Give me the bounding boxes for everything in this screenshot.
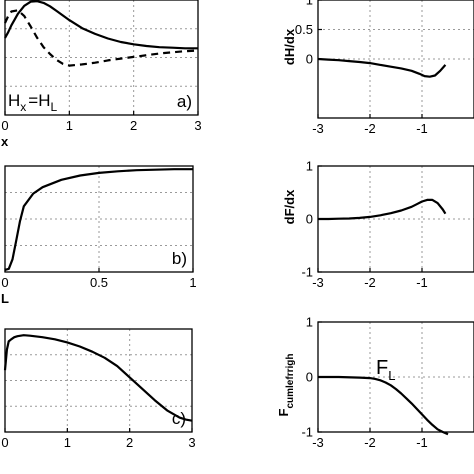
y-tick-label: 0.5	[295, 22, 313, 37]
panel-d: -3 -2 -1 0 0.5 1 dH/dx	[282, 0, 474, 136]
x-axis-label: L	[1, 291, 9, 306]
panel-e: -3 -2 -1 -1 0 1 dF/dx	[282, 159, 474, 290]
annotation-part: H	[38, 91, 50, 110]
axes-box	[4, 0, 199, 116]
panel-label: c)	[172, 409, 186, 428]
x-tick-label: 2	[130, 118, 137, 133]
x-tick-label: 3	[188, 435, 195, 450]
y-tick-label: 1	[306, 0, 313, 8]
x-tick-label: 2	[126, 435, 133, 450]
annotation-part: =	[28, 91, 38, 110]
series-solid-line	[318, 198, 447, 221]
series-dashed-line	[4, 9, 199, 67]
y-tick-label: 0	[306, 370, 313, 385]
x-tick-label: -2	[364, 121, 376, 136]
x-tick-label: 0	[1, 435, 8, 450]
curve-annotation: Hx =HL	[8, 91, 58, 114]
x-tick-label: -3	[312, 275, 324, 290]
annotation-part: x	[20, 100, 26, 114]
x-tick-label: -1	[416, 435, 428, 450]
y-tick-label: -1	[301, 425, 313, 440]
x-tick-label: -1	[416, 275, 428, 290]
y-axis-label: Fcumlefrrigh	[276, 354, 296, 417]
series-solid-line	[4, 168, 193, 271]
series-solid-line	[317, 57, 447, 78]
x-tick-label: 1	[64, 435, 71, 450]
y-tick-label: -1	[301, 265, 313, 280]
annotation-part: H	[8, 91, 20, 110]
x-tick-label: 0	[1, 275, 8, 290]
series-solid-line	[318, 375, 449, 436]
x-tick-label: -3	[312, 435, 324, 450]
y-tick-label: 0	[306, 52, 313, 67]
x-tick-label: 1	[66, 118, 73, 133]
x-tick-label: -1	[416, 121, 428, 136]
panel-a: 0 1 2 3a)xHx =HL	[1, 0, 202, 149]
series-solid-line	[3, 334, 193, 422]
x-tick-label: -2	[364, 275, 376, 290]
y-axis-label-sub: cumlefrrigh	[285, 354, 296, 409]
y-tick-label: 1	[306, 315, 313, 330]
series-solid-line	[4, 0, 198, 50]
panel-b: 0 0.5 1b) L	[1, 165, 197, 306]
x-tick-label: 0	[1, 118, 8, 133]
annotation-sub: L	[388, 368, 395, 383]
panel-label: b)	[172, 249, 187, 268]
x-tick-label: 1	[189, 275, 196, 290]
annotation-part: L	[51, 100, 58, 114]
x-tick-label: 3	[194, 118, 201, 133]
y-axis-label: dH/dx	[282, 28, 297, 65]
y-tick-label: 1	[306, 159, 313, 174]
x-axis-label: x	[1, 134, 9, 149]
y-axis-label: dF/dx	[282, 189, 297, 224]
panel-c: 0 1 2 3c)	[1, 328, 196, 450]
y-axis-label-main: F	[276, 408, 291, 416]
axes-box	[4, 328, 193, 433]
panel-label: a)	[177, 92, 192, 111]
annotation-main: F	[376, 357, 388, 379]
curve-annotation: FL	[376, 357, 395, 383]
x-tick-label: 0.5	[90, 275, 108, 290]
x-tick-label: -3	[312, 121, 324, 136]
x-tick-label: -2	[364, 435, 376, 450]
y-tick-label: 0	[306, 212, 313, 227]
axes-box	[317, 0, 474, 119]
